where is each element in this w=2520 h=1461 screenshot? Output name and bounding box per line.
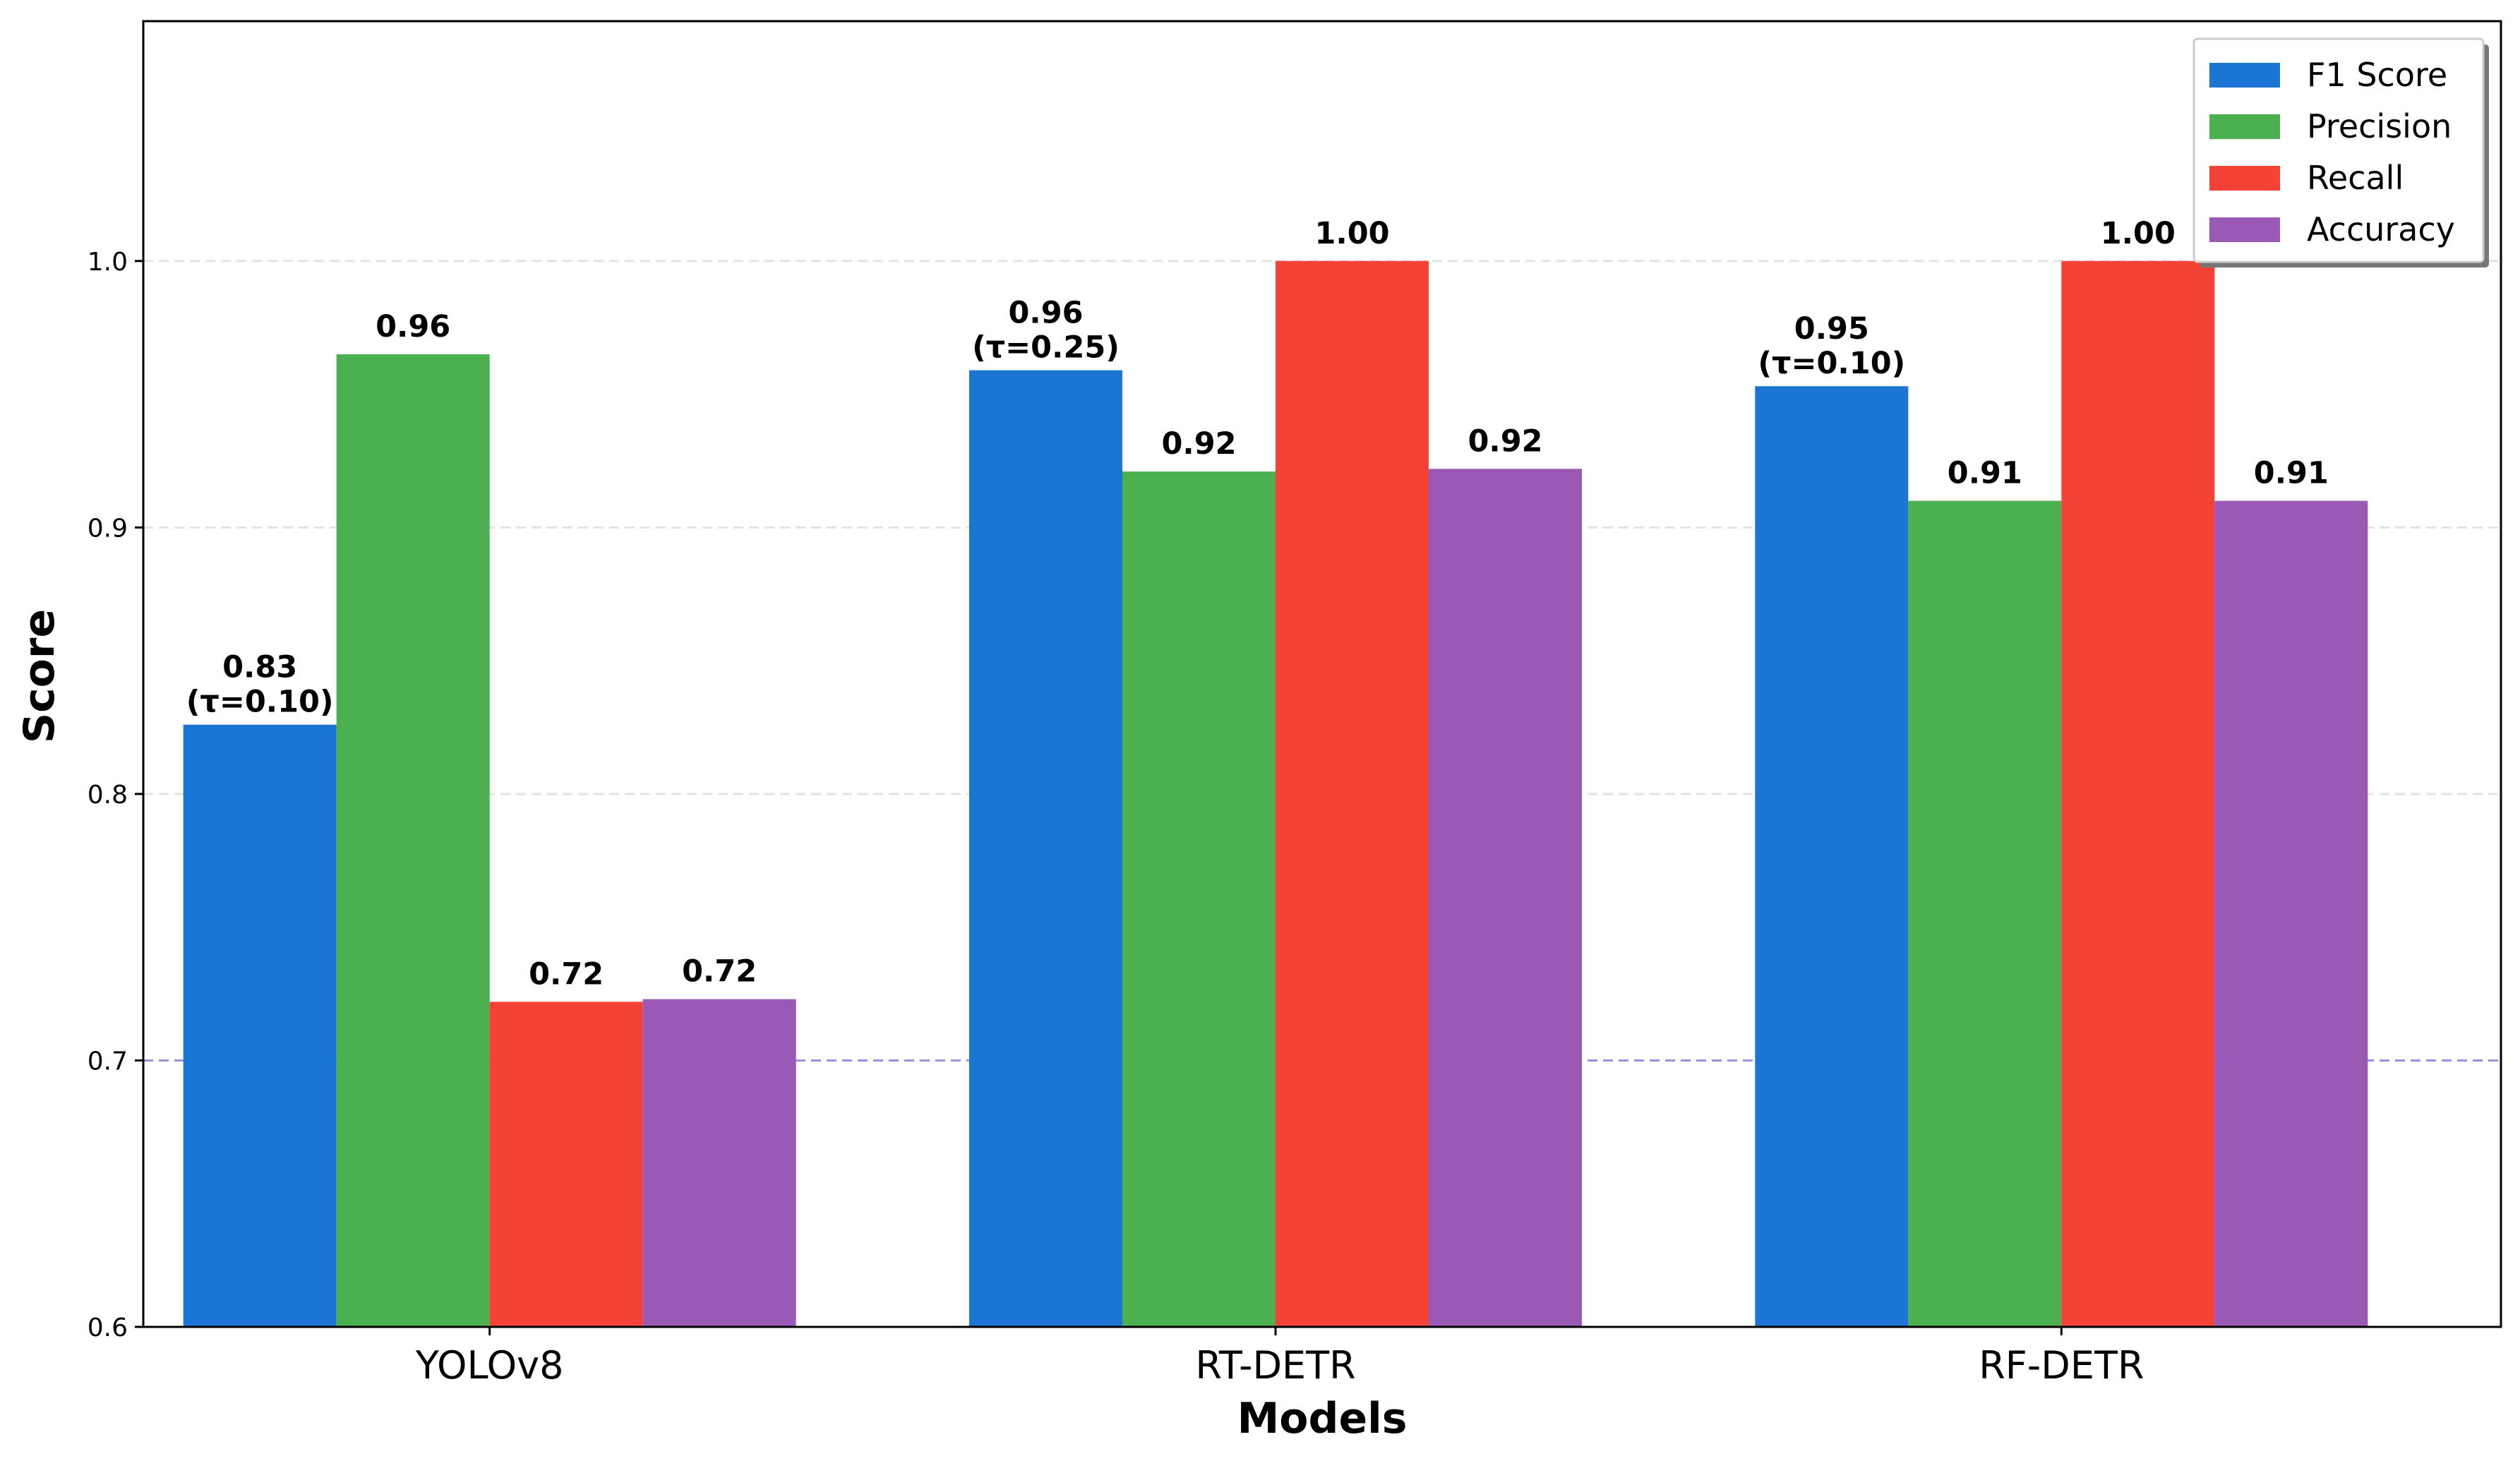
y-tick-label: 0.6	[88, 1313, 128, 1342]
data-sublabel: (τ=0.10)	[1758, 346, 1905, 381]
bar-accuracy	[2214, 500, 2368, 1328]
data-label: 1.00	[2101, 216, 2176, 251]
data-label: 0.96	[376, 309, 450, 344]
bar-precision	[1122, 471, 1276, 1327]
legend-box	[2192, 37, 2485, 263]
y-tick-label: 1.0	[88, 248, 128, 277]
bar-recall	[2061, 260, 2215, 1328]
data-label: 0.83	[222, 650, 297, 685]
bar-f1-score	[183, 724, 337, 1327]
data-sublabel: (τ=0.10)	[186, 685, 334, 720]
bar-recall	[489, 1002, 643, 1327]
bars-layer	[183, 260, 2368, 1328]
data-label: 0.96	[1008, 296, 1083, 331]
bar-f1-score	[969, 370, 1122, 1328]
legend-label: Precision	[2307, 107, 2452, 145]
bar-accuracy	[642, 999, 796, 1327]
legend-label: Recall	[2307, 159, 2404, 197]
bar-precision	[336, 354, 490, 1328]
legend-swatch	[2209, 63, 2280, 88]
legend-label: F1 Score	[2307, 56, 2447, 94]
data-label: 0.95	[1794, 311, 1869, 347]
plot-frame	[142, 20, 2502, 1328]
data-sublabel: (τ=0.25)	[972, 330, 1120, 366]
data-label: 1.00	[1314, 216, 1389, 251]
data-labels-layer: 0.83(τ=0.10)0.96(τ=0.25)0.95(τ=0.10)0.96…	[186, 216, 2329, 992]
data-label: 0.92	[1468, 423, 1542, 459]
x-tick-label: RT-DETR	[1195, 1343, 1355, 1388]
legend-label: Accuracy	[2307, 210, 2455, 248]
bar-f1-score	[1755, 386, 1909, 1327]
y-tick-label: 0.8	[88, 781, 128, 810]
legend-swatch	[2209, 114, 2280, 139]
axes-layer: 0.6 0.7 0.8 0.9 1.0 YOLOv8 RT-DETR RF-DETR	[88, 20, 2502, 1388]
data-label: 0.91	[1948, 456, 2022, 491]
x-tick-label: RF-DETR	[1979, 1343, 2144, 1388]
legend-swatch	[2209, 217, 2280, 242]
bar-accuracy	[1429, 469, 1582, 1328]
bar-precision	[1908, 500, 2062, 1328]
bar-recall	[1276, 260, 1429, 1328]
legend: F1 Score Precision Recall Accuracy	[2192, 37, 2489, 267]
y-axis-title: Score	[15, 609, 64, 743]
data-label: 0.72	[529, 956, 604, 992]
data-label: 0.91	[2254, 456, 2329, 491]
x-tick-label: YOLOv8	[415, 1343, 564, 1388]
y-tick-label: 0.9	[88, 514, 128, 543]
data-label: 0.92	[1161, 426, 1236, 462]
legend-swatch	[2209, 166, 2280, 191]
y-tick-label: 0.7	[88, 1047, 128, 1076]
data-label: 0.72	[682, 954, 757, 990]
x-axis-title: Models	[1237, 1394, 1408, 1443]
